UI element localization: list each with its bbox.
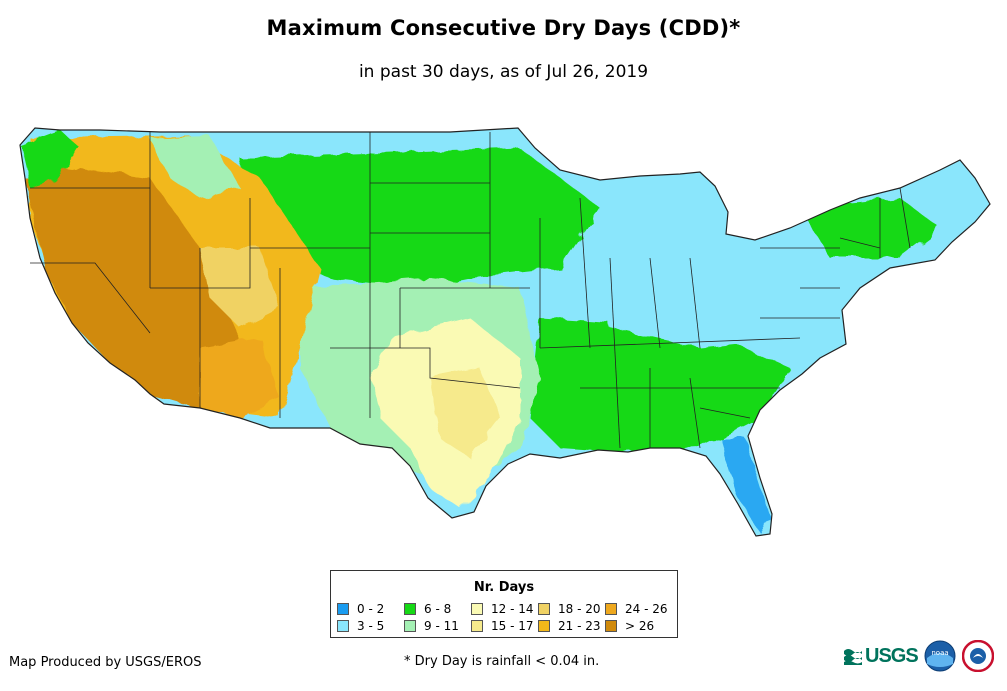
map-credit: Map Produced by USGS/EROS <box>9 655 202 670</box>
noaa-logo: noaa <box>924 640 956 672</box>
zone-6-8-southeast <box>530 318 790 452</box>
legend-label: 0 - 2 <box>357 601 385 616</box>
legend-item: 12 - 14 <box>471 600 538 617</box>
legend-label: 12 - 14 <box>491 601 534 616</box>
legend-item: > 26 <box>605 617 672 634</box>
agency-logos: USGS noaa <box>844 640 994 672</box>
legend-swatch <box>605 619 617 632</box>
usgs-wordmark: USGS <box>865 644 919 667</box>
legend-item: 6 - 8 <box>404 600 471 617</box>
legend-swatch <box>538 602 550 615</box>
usgs-wave-icon <box>844 649 862 665</box>
legend-label: 3 - 5 <box>357 618 385 633</box>
legend-grid: 0 - 2 6 - 8 12 - 14 18 - 20 24 - 26 3 - … <box>337 600 677 634</box>
zone-24-26-arizona <box>200 338 280 418</box>
usgs-logo: USGS <box>844 644 919 668</box>
zone-gt26-ne-oregon <box>60 168 170 238</box>
legend-swatch <box>471 602 483 615</box>
legend-title: Nr. Days <box>473 580 535 595</box>
legend-swatch <box>337 619 349 632</box>
map-subtitle: in past 30 days, as of Jul 26, 2019 <box>358 62 649 82</box>
legend-label: 24 - 26 <box>625 601 668 616</box>
zone-6-8-north <box>230 148 600 288</box>
legend-swatch <box>538 619 550 632</box>
legend-swatch <box>337 602 349 615</box>
state-borders <box>30 132 911 449</box>
legend: Nr. Days 0 - 2 6 - 8 12 - 14 18 - 20 24 … <box>330 570 678 638</box>
legend-item: 15 - 17 <box>471 617 538 634</box>
legend-label: 18 - 20 <box>558 601 601 616</box>
legend-swatch <box>404 602 416 615</box>
zone-6-8-northeast <box>800 198 940 258</box>
legend-item: 24 - 26 <box>605 600 672 617</box>
zone-3-5-midatlantic <box>600 248 850 348</box>
legend-label: 9 - 11 <box>424 618 459 633</box>
legend-item: 18 - 20 <box>538 600 605 617</box>
legend-swatch <box>471 619 483 632</box>
category-fills <box>20 128 990 536</box>
legend-item: 9 - 11 <box>404 617 471 634</box>
legend-label: 15 - 17 <box>491 618 534 633</box>
nws-logo <box>961 640 994 672</box>
zone-6-8-pnw <box>20 130 80 188</box>
legend-swatch <box>404 619 416 632</box>
zone-0-2-florida <box>720 438 770 533</box>
map-title: Maximum Consecutive Dry Days (CDD)* <box>266 16 741 40</box>
legend-label: 6 - 8 <box>424 601 452 616</box>
zone-9-11-idaho <box>150 136 240 198</box>
legend-label: > 26 <box>625 618 655 633</box>
dry-day-note: * Dry Day is rainfall < 0.04 in. <box>404 654 600 669</box>
legend-item: 0 - 2 <box>337 600 404 617</box>
zone-15-17-texas <box>430 368 500 458</box>
us-outline <box>19 127 991 537</box>
cdd-map <box>19 127 991 537</box>
legend-swatch <box>605 602 617 615</box>
legend-item: 21 - 23 <box>538 617 605 634</box>
noaa-wordmark: noaa <box>931 649 948 657</box>
legend-item: 3 - 5 <box>337 617 404 634</box>
legend-label: 21 - 23 <box>558 618 601 633</box>
